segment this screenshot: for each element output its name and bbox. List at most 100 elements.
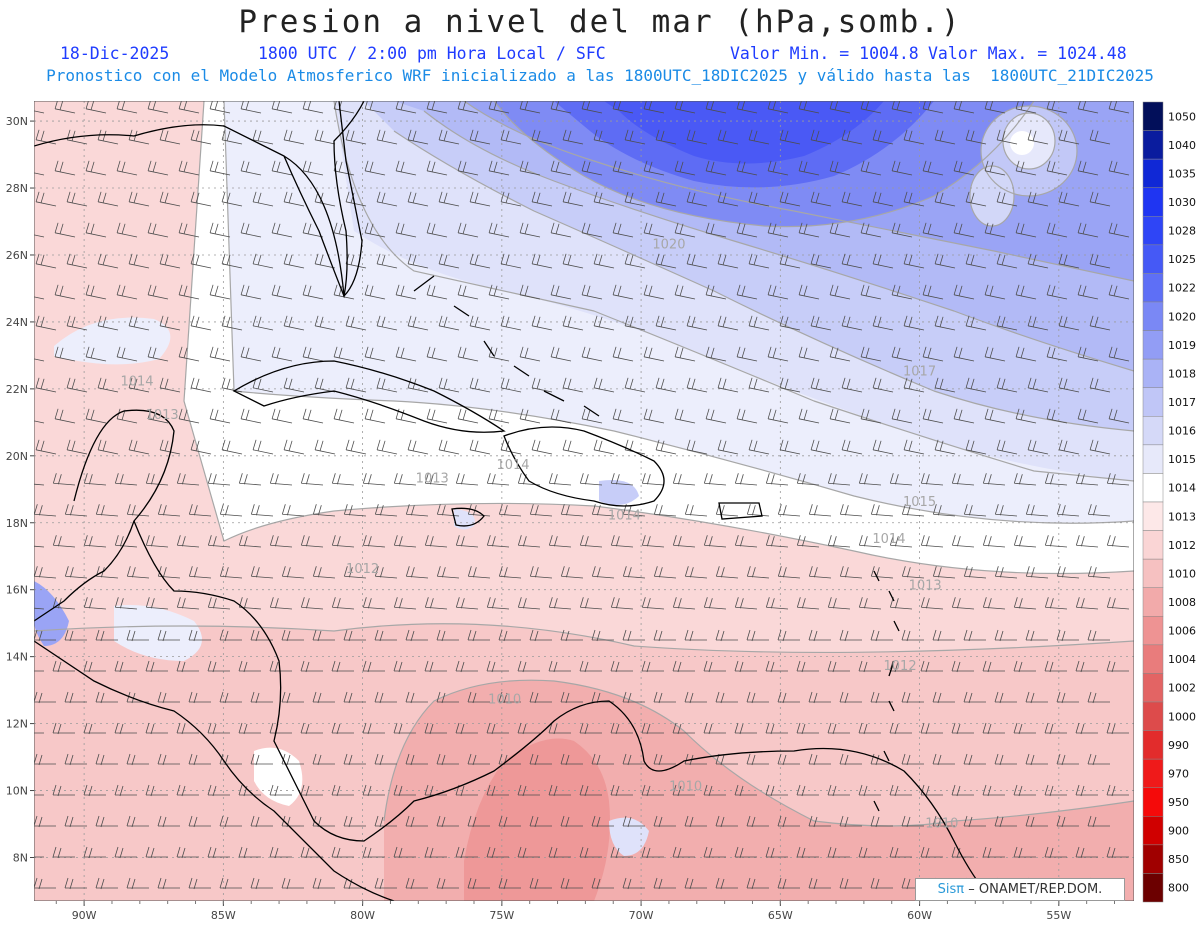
wind-barb (765, 722, 788, 735)
wind-barb (622, 877, 645, 890)
wind-barb (500, 191, 522, 207)
wind-barb (209, 284, 231, 300)
wind-barb (393, 722, 416, 735)
wind-barb (1075, 597, 1099, 610)
wind-barb (345, 377, 367, 393)
wind-barb (312, 504, 336, 517)
legend-swatch (1142, 416, 1164, 446)
wind-barb (920, 722, 943, 735)
colombia-blob (609, 817, 649, 856)
hispaniola-blob (599, 480, 639, 505)
legend-level: 970 (1168, 767, 1189, 780)
wind-barb (467, 566, 491, 579)
wind-barb (221, 377, 243, 393)
wind-barb (219, 877, 242, 890)
wind-barb (436, 691, 459, 704)
lat-label: 24N (6, 316, 28, 329)
wind-barb (424, 722, 447, 735)
wind-barb (748, 439, 770, 455)
pacific-pressure-blob (254, 747, 303, 806)
wind-barb (114, 535, 138, 548)
wind-barb (982, 473, 1006, 486)
wind-barb (500, 315, 522, 331)
wind-barb (548, 846, 571, 859)
wind-barb (748, 377, 770, 393)
lon-label: 85W (211, 909, 236, 922)
wind-barb (872, 129, 894, 145)
wind-barb (283, 253, 305, 269)
wind-barb (219, 629, 242, 642)
wind-barb (798, 222, 820, 238)
wind-barb (176, 660, 199, 673)
wind-barb (736, 284, 758, 300)
wind-barb (116, 346, 138, 362)
wind-barb (529, 504, 553, 517)
wind-barb (145, 473, 169, 486)
wind-barb (953, 408, 975, 424)
wind-barb (1058, 377, 1080, 393)
wind-barb (715, 566, 739, 579)
wind-barb (951, 722, 974, 735)
wind-barb (34, 607, 45, 610)
wind-barb (839, 504, 863, 517)
wind-barb (488, 284, 510, 300)
wind-barb (269, 473, 293, 486)
wind-barb (405, 691, 428, 704)
wind-barb (54, 346, 76, 362)
wind-barb (891, 408, 913, 424)
wind-barb (269, 597, 293, 610)
wind-barb (622, 815, 645, 828)
wind-barb (64, 504, 88, 517)
wind-barb (610, 597, 634, 610)
wind-barb (157, 753, 180, 766)
wind-barb (252, 315, 274, 331)
wind-barb (734, 784, 757, 797)
wind-barb (674, 346, 696, 362)
wind-barb (734, 846, 757, 859)
wind-barb (1025, 504, 1049, 517)
wind-barb (765, 597, 789, 610)
wind-barb (1015, 408, 1037, 424)
wind-barb (984, 222, 1006, 238)
wind-barb (653, 629, 676, 642)
wind-barb (467, 691, 490, 704)
pressure-shading-1025 (604, 101, 884, 164)
wind-barb (953, 284, 975, 300)
wind-barb (438, 253, 460, 269)
lat-label: 20N (6, 450, 28, 463)
wind-barb (126, 629, 149, 642)
legend-level: 1012 (1168, 539, 1196, 552)
wind-barb (207, 597, 231, 610)
wind-barb (548, 784, 571, 797)
wind-barb (1077, 408, 1099, 424)
wind-barb (469, 315, 491, 331)
coast-cuba (232, 360, 506, 433)
wind-barb (839, 753, 862, 766)
wind-barb (343, 753, 366, 766)
wind-barb (283, 377, 305, 393)
wind-barb (827, 660, 850, 673)
wind-barb (641, 535, 665, 548)
wind-barb (810, 377, 832, 393)
wind-barb (529, 753, 552, 766)
wind-barb (312, 691, 335, 704)
wind-barb (455, 722, 478, 735)
wind-barb (455, 846, 478, 859)
wind-barb (858, 473, 882, 486)
legend-level: 1008 (1168, 596, 1196, 609)
wind-barb (1058, 191, 1080, 207)
wind-barb (593, 191, 615, 207)
wind-barb (147, 284, 169, 300)
wind-barb (548, 660, 571, 673)
wind-barb (765, 473, 789, 486)
wind-barb (796, 846, 819, 859)
wind-barb (653, 566, 677, 579)
wind-barb (300, 473, 324, 486)
wind-barb (219, 815, 242, 828)
lon-label: 60W (907, 909, 932, 922)
lon-label: 80W (350, 909, 375, 922)
wind-barb (550, 346, 572, 362)
wind-barb (870, 815, 893, 828)
wind-barb (517, 535, 541, 548)
wind-barb (271, 408, 293, 424)
